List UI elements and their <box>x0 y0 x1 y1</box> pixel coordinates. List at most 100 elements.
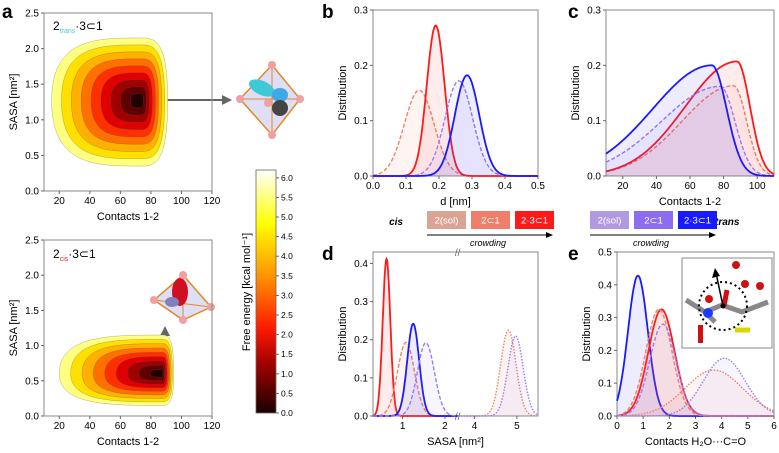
legend-cis-label: cis <box>389 217 403 228</box>
y-tick-label: 1.0 <box>25 115 39 126</box>
y-tick-label: 1.0 <box>25 341 39 352</box>
y-tick-label: 0.2 <box>598 346 612 357</box>
y-tick-label: 2.5 <box>25 9 39 20</box>
y-tick-label: 1.5 <box>25 306 39 317</box>
series-line-1 <box>373 341 458 417</box>
series-fill <box>617 324 774 416</box>
series-fill <box>373 342 458 416</box>
legend-item-cis-1: 2⊂1 <box>471 211 510 229</box>
y-tick-label: 0.2 <box>587 61 601 72</box>
legend-item-trans-2: 2·3⊂1 <box>678 211 717 229</box>
x-tick-label: 20 <box>617 181 629 192</box>
series-fill <box>606 61 774 176</box>
x-tick-label: 2 <box>667 421 673 432</box>
series-fill <box>373 90 538 176</box>
legend-swatch <box>590 211 629 229</box>
series-line-3 <box>373 342 458 417</box>
series-fill <box>617 309 774 416</box>
x-axis-label: Contacts 1-2 <box>97 436 159 448</box>
legend-trans-label: trans <box>715 217 740 228</box>
heatmap-bottom-title: 2cis·3⊂1 <box>53 247 96 263</box>
chart-c: 20 40 60 80 100 0.0 0.1 0.2 0.3 Contacts 1-2 Distr… <box>570 6 775 208</box>
x-axis-label: Contacts H₂O···C=O <box>645 436 747 448</box>
legend-label: 2(sol) <box>598 216 622 227</box>
y-tick-label: 0.0 <box>354 412 368 423</box>
contour-level <box>150 369 164 378</box>
colorbar-tick-label: 0.5 <box>281 388 293 398</box>
x-tick-label: 40 <box>651 181 663 192</box>
x-tick-label: 0.1 <box>399 181 413 192</box>
x-axis-label: Contacts 1-2 <box>659 196 721 208</box>
crowding-label-trans: crowding <box>633 238 669 248</box>
series-fill <box>617 309 774 416</box>
x-tick-label: 100 <box>173 196 190 207</box>
x-tick-label: 40 <box>84 196 96 207</box>
panel-label-c: c <box>568 2 579 23</box>
legend-swatch <box>678 211 717 229</box>
legend-swatch <box>471 211 510 229</box>
x-tick-label: 5 <box>745 421 751 432</box>
colorbar-label: Free energy [kcal mol⁻¹] <box>241 233 253 351</box>
y-tick-label: 0.1 <box>587 116 601 127</box>
series-fill <box>606 86 774 176</box>
y-axis-label: SASA [nm²] <box>8 300 20 357</box>
legend-item-trans-0: 2(sol) <box>590 211 629 229</box>
series-line-3 <box>617 323 774 417</box>
y-axis-label: Distribution <box>337 306 349 361</box>
legend-label: 2⊂1 <box>481 216 500 227</box>
colorbar-tick-label: 4.5 <box>281 232 293 242</box>
series-fill <box>457 330 538 416</box>
panel-label-a: a <box>2 2 13 23</box>
x-tick-label: 2 <box>442 421 448 432</box>
series-line-3 <box>605 64 774 177</box>
panel-label-b: b <box>322 2 334 23</box>
series-fill <box>606 65 774 176</box>
y-tick-label: 0.0 <box>598 412 612 423</box>
x-tick-label: 20 <box>54 421 66 432</box>
y-axis-label: Distribution <box>570 65 582 120</box>
cage-structure-cis <box>150 271 215 324</box>
water-contact-inset <box>681 257 773 349</box>
series-line-1 <box>605 60 775 175</box>
x-tick-label: 80 <box>145 421 157 432</box>
legend-label: 2(sol) <box>435 216 459 227</box>
chart-b: 0.0 0.1 0.2 0.3 0.4 0.5 0.0 0.1 0.2 0.3 d [nm] Dist… <box>337 6 545 209</box>
x-tick-label: 5 <box>514 421 520 432</box>
y-tick-label: 2.0 <box>25 271 39 282</box>
y-tick-label: 0.4 <box>354 259 368 270</box>
colorbar-tick-label: 5.0 <box>281 212 293 222</box>
x-tick-label: 80 <box>145 196 157 207</box>
x-tick-label: 120 <box>204 196 221 207</box>
series-line-0 <box>605 85 775 176</box>
colorbar <box>255 169 277 414</box>
x-tick-label: 0 <box>614 421 620 432</box>
series-fill <box>373 258 458 416</box>
x-tick-label: 6 <box>771 421 777 432</box>
x-tick-label: 0.2 <box>432 181 446 192</box>
x-tick-label: 100 <box>173 421 190 432</box>
panel-label-d: d <box>322 244 334 265</box>
y-tick-label: 0.3 <box>598 313 612 324</box>
colorbar-tick-label: 6.0 <box>281 173 293 183</box>
y-tick-label: 0.1 <box>598 379 612 390</box>
panel-label-e: e <box>568 244 579 265</box>
x-tick-label: 60 <box>684 181 696 192</box>
series-line-2 <box>605 85 774 177</box>
x-tick-label: 0.0 <box>366 181 380 192</box>
legend-swatch <box>634 211 673 229</box>
y-axis-label: Distribution <box>337 65 349 120</box>
chart-a-top: 20 40 60 80 100 120 0.0 0.5 1.0 1.5 2.0 2.5 Contacts… <box>8 9 221 224</box>
legend-swatch <box>427 211 466 229</box>
series-fill <box>457 335 538 416</box>
plot-frame <box>43 239 213 417</box>
x-axis-label: SASA [nm²] <box>427 436 484 448</box>
x-tick-label: 80 <box>718 181 730 192</box>
y-tick-label: 0.5 <box>598 248 612 259</box>
y-tick-label: 0.3 <box>587 6 601 17</box>
y-tick-label: 0.3 <box>354 6 368 17</box>
y-tick-label: 0.5 <box>25 151 39 162</box>
series-fill <box>373 323 458 416</box>
axis-break-mark-bottom: // <box>455 412 461 423</box>
y-tick-label: 0.1 <box>354 373 368 384</box>
cage-structure-trans <box>236 61 304 139</box>
